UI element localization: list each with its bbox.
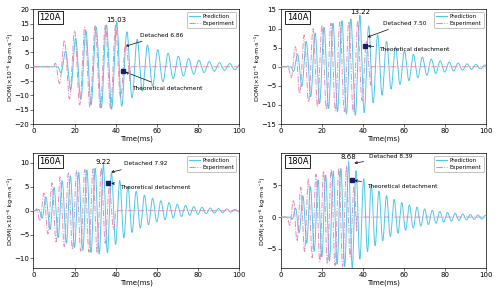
Text: Detached 7.92: Detached 7.92 — [112, 161, 168, 173]
Text: 15.03: 15.03 — [106, 17, 126, 23]
Legend: Prediction, Experiment: Prediction, Experiment — [187, 156, 236, 172]
Text: Theoretical detachment: Theoretical detachment — [368, 45, 450, 52]
Text: 160A: 160A — [40, 157, 61, 166]
Legend: Prediction, Experiment: Prediction, Experiment — [434, 12, 484, 28]
X-axis label: Time(ms): Time(ms) — [120, 280, 152, 286]
Text: 120A: 120A — [40, 13, 61, 22]
Text: Detached 6.86: Detached 6.86 — [126, 33, 184, 47]
Text: 9.22: 9.22 — [96, 159, 111, 165]
Text: 13.22: 13.22 — [350, 9, 370, 15]
Y-axis label: DOM(×10⁻⁶ kg·m·s⁻¹): DOM(×10⁻⁶ kg·m·s⁻¹) — [254, 33, 260, 100]
X-axis label: Time(ms): Time(ms) — [367, 280, 400, 286]
Text: 180A: 180A — [287, 157, 308, 166]
Text: Detached 7.50: Detached 7.50 — [368, 21, 427, 37]
Text: Theoretical detachment: Theoretical detachment — [126, 72, 202, 91]
X-axis label: Time(ms): Time(ms) — [120, 136, 152, 142]
X-axis label: Time(ms): Time(ms) — [367, 136, 400, 142]
Y-axis label: DOM(×10⁻⁶ kg·m·s⁻¹): DOM(×10⁻⁶ kg·m·s⁻¹) — [7, 33, 13, 100]
Text: Theoretical detachment: Theoretical detachment — [112, 183, 190, 190]
Text: Detached 8.39: Detached 8.39 — [355, 154, 412, 164]
Legend: Prediction, Experiment: Prediction, Experiment — [434, 156, 484, 172]
Y-axis label: DOM(×10⁻⁶ kg·m·s⁻¹): DOM(×10⁻⁶ kg·m·s⁻¹) — [259, 177, 265, 245]
Text: 8.68: 8.68 — [340, 154, 356, 160]
Legend: Prediction, Experiment: Prediction, Experiment — [187, 12, 236, 28]
Text: 140A: 140A — [287, 13, 308, 22]
Y-axis label: DOM(×10⁻⁶ kg·m·s⁻¹): DOM(×10⁻⁶ kg·m·s⁻¹) — [7, 177, 13, 245]
Text: Theoretical detachment: Theoretical detachment — [355, 180, 438, 189]
